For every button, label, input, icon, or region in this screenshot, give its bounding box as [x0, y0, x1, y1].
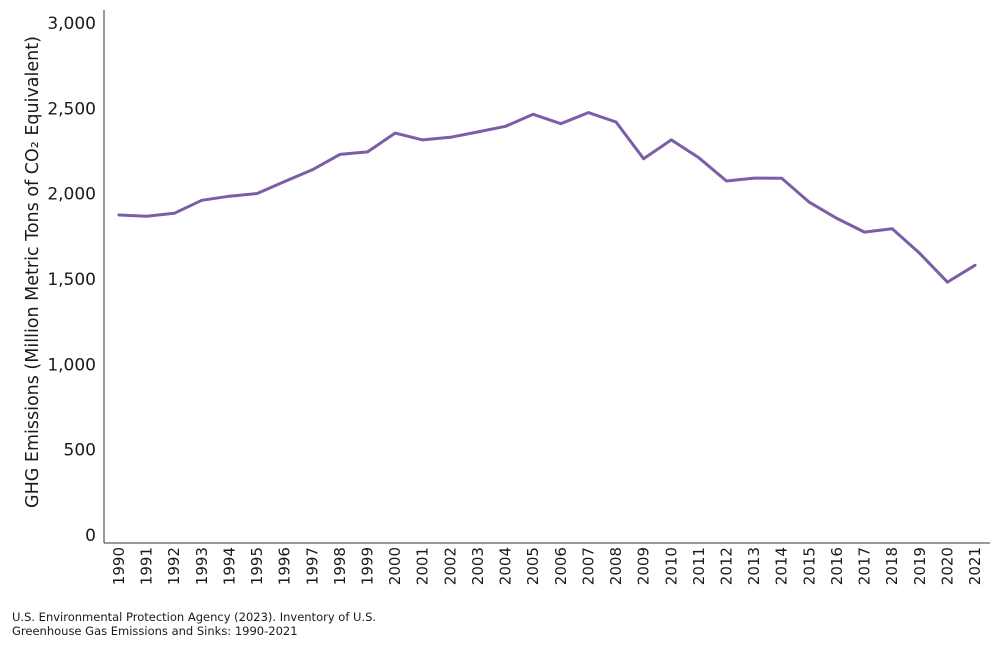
data-point [449, 135, 452, 139]
data-point [614, 120, 618, 124]
y-tick-label: 3,000 [47, 14, 96, 34]
x-tick-label: 2020 [938, 547, 956, 585]
y-axis-label: GHG Emissions (Million Metric Tons of CO… [23, 36, 43, 508]
x-tick-label: 1996 [276, 547, 294, 585]
source-line-1: U.S. Environmental Protection Agency (20… [12, 610, 377, 624]
data-point [366, 150, 369, 154]
data-point [531, 112, 535, 116]
data-point [752, 176, 756, 180]
x-tick-label: 2013 [745, 547, 763, 585]
data-point [145, 214, 149, 218]
x-tick-label: 1997 [303, 547, 321, 585]
series-group [117, 111, 977, 284]
y-tick-label: 1,000 [47, 355, 96, 375]
y-tick-label: 2,000 [47, 185, 96, 205]
x-tick-label: 2005 [524, 547, 542, 585]
data-point [200, 198, 204, 202]
data-point [642, 157, 645, 161]
x-tick-label: 1994 [220, 547, 238, 585]
x-tick-label: 2004 [497, 547, 515, 585]
x-tick-label: 2014 [773, 547, 791, 585]
data-point [863, 230, 866, 234]
y-tick-labels: 0 500 1,000 1,500 2,000 2,500 3,000 [47, 14, 96, 546]
source-line-2: Greenhouse Gas Emissions and Sinks: 1990… [12, 623, 298, 638]
x-tick-label: 2001 [414, 547, 432, 585]
x-tick-label: 1995 [248, 547, 266, 585]
x-tick-label: 1991 [138, 547, 156, 585]
data-point [559, 122, 563, 126]
data-point [890, 227, 894, 231]
data-point [172, 211, 176, 215]
data-point [669, 138, 673, 142]
data-point [117, 213, 121, 217]
x-tick-label: 2008 [607, 547, 625, 585]
data-point [393, 131, 397, 135]
data-point [725, 179, 728, 183]
x-tick-label: 2015 [800, 547, 818, 585]
data-point [918, 252, 922, 255]
data-point [476, 130, 480, 134]
x-tick-label: 2011 [690, 547, 708, 585]
x-tick-label: 2010 [662, 547, 680, 585]
data-point [338, 153, 342, 156]
y-tick-label: 2,500 [47, 99, 96, 119]
data-point [973, 263, 977, 267]
data-point [228, 194, 231, 198]
data-point [807, 200, 811, 204]
x-tick-label: 2006 [552, 547, 570, 585]
x-tick-label: 2017 [856, 547, 874, 585]
x-tick-label: 2016 [828, 547, 846, 585]
x-tick-label: 1998 [331, 547, 349, 585]
x-tick-label: 2021 [966, 547, 984, 585]
x-tick-label: 1990 [110, 547, 128, 585]
x-tick-label: 2019 [911, 547, 929, 585]
y-tick-label: 500 [64, 441, 96, 461]
x-tick-label: 2012 [717, 547, 735, 585]
x-tick-labels: 1990 1991 1992 1993 1994 1995 1996 1997 1998 1999… [110, 547, 984, 585]
data-point [421, 138, 425, 142]
x-tick-label: 2009 [635, 547, 653, 585]
data-point [255, 192, 259, 195]
data-point [697, 156, 701, 160]
data-point [283, 180, 287, 183]
data-point [310, 168, 314, 172]
x-tick-label: 1992 [165, 547, 183, 585]
x-tick-label: 2002 [441, 547, 459, 585]
data-point [587, 111, 590, 114]
x-tick-label: 1999 [359, 547, 377, 585]
data-point [504, 124, 507, 128]
data-point [780, 176, 784, 180]
series-line [117, 111, 977, 284]
x-tick-label: 2018 [883, 547, 901, 585]
chart-axes [103, 10, 990, 544]
y-tick-label: 0 [85, 526, 96, 546]
data-point [946, 280, 949, 284]
x-tick-label: 2007 [579, 547, 597, 585]
source-citation: U.S. Environmental Protection Agency (20… [12, 610, 377, 638]
data-point [835, 217, 839, 220]
x-tick-label: 2003 [469, 547, 487, 585]
x-tick-label: 1993 [193, 547, 211, 585]
x-tick-label: 2000 [386, 547, 404, 585]
y-tick-label: 1,500 [47, 270, 96, 290]
